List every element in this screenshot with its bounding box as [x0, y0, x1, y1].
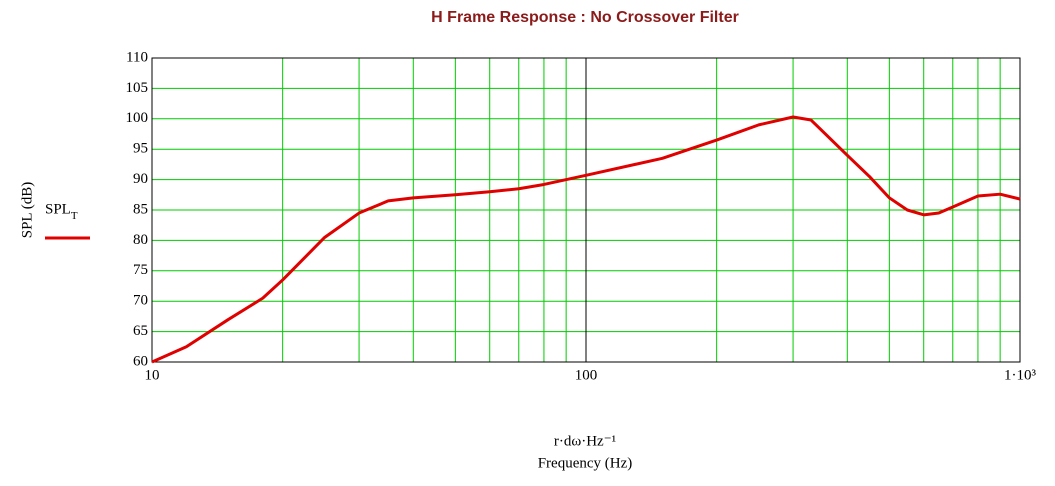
- x-tick-label: 10: [145, 367, 160, 383]
- legend-label: SPLT: [45, 201, 78, 221]
- chart-title: H Frame Response : No Crossover Filter: [431, 9, 739, 26]
- plot-frame: [151, 57, 1021, 363]
- y-tick-label: 80: [133, 232, 148, 248]
- series-line: [151, 115, 1021, 364]
- y-tick-label: 75: [133, 262, 148, 278]
- y-tick-label: 90: [133, 171, 148, 187]
- y-tick-label: 85: [133, 201, 148, 217]
- y-tick-label: 60: [133, 353, 148, 369]
- y-tick-label: 110: [126, 49, 148, 65]
- x-tick-label: 100: [575, 367, 598, 383]
- y-tick-label: 95: [133, 141, 148, 157]
- y-axis-label: SPL (dB): [19, 182, 35, 239]
- y-tick-label: 65: [133, 323, 148, 339]
- y-tick-label: 105: [126, 80, 149, 96]
- y-tick-label: 70: [133, 293, 148, 309]
- x-axis-label: r·dω·Hz⁻¹: [554, 433, 616, 449]
- x-tick-label: 1·10³: [1004, 367, 1036, 383]
- y-tick-label: 100: [126, 110, 149, 126]
- x-axis-label: Frequency (Hz): [538, 455, 633, 471]
